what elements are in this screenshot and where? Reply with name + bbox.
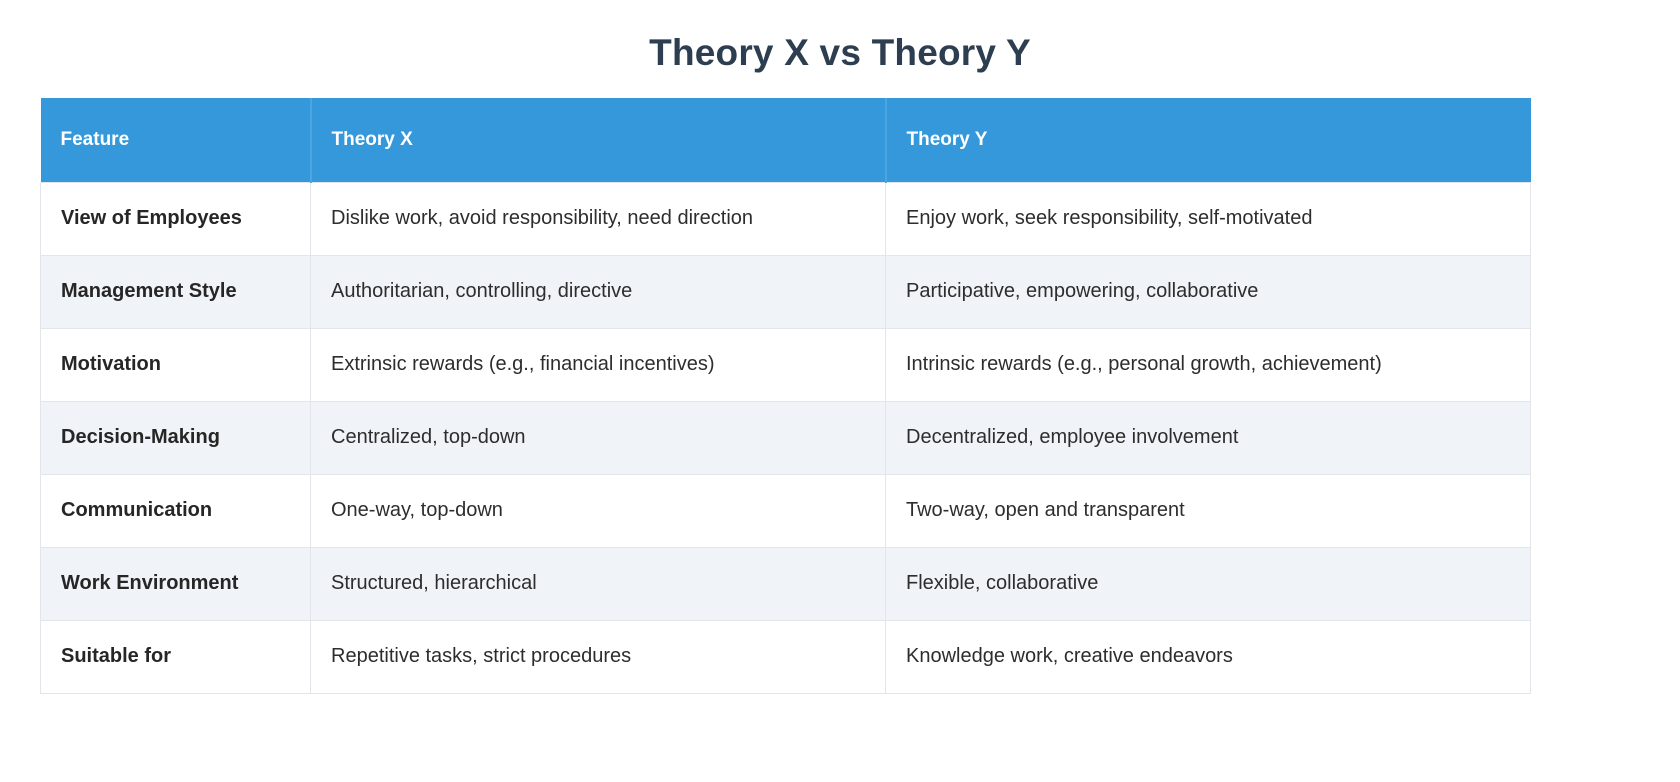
table-header-row: Feature Theory X Theory Y — [40, 98, 1531, 183]
cell-theory-y: Participative, empowering, collaborative — [885, 254, 1531, 329]
cell-theory-x: Structured, hierarchical — [310, 546, 886, 621]
cell-theory-x: Extrinsic rewards (e.g., financial incen… — [310, 327, 886, 402]
table-body: View of Employees Dislike work, avoid re… — [40, 181, 1531, 694]
cell-theory-y: Knowledge work, creative endeavors — [885, 619, 1531, 694]
page-title: Theory X vs Theory Y — [649, 32, 1031, 73]
cell-feature: Motivation — [40, 327, 311, 402]
cell-feature: View of Employees — [40, 181, 311, 256]
cell-theory-x: Repetitive tasks, strict procedures — [310, 619, 886, 694]
cell-theory-x: Dislike work, avoid responsibility, need… — [310, 181, 886, 256]
comparison-table-container: Feature Theory X Theory Y View of Employ… — [40, 98, 1531, 694]
cell-feature: Communication — [40, 473, 311, 548]
cell-theory-y: Decentralized, employee involvement — [885, 400, 1531, 475]
cell-theory-y: Flexible, collaborative — [885, 546, 1531, 621]
comparison-table: Feature Theory X Theory Y View of Employ… — [40, 98, 1531, 694]
column-header-theory-y[interactable]: Theory Y — [885, 98, 1531, 183]
cell-theory-x: One-way, top-down — [310, 473, 886, 548]
cell-feature: Decision-Making — [40, 400, 311, 475]
table-row: Decision-Making Centralized, top-down De… — [40, 400, 1531, 475]
table-row: Communication One-way, top-down Two-way,… — [40, 473, 1531, 548]
cell-theory-x: Centralized, top-down — [310, 400, 886, 475]
cell-theory-y: Intrinsic rewards (e.g., personal growth… — [885, 327, 1531, 402]
table-row: Suitable for Repetitive tasks, strict pr… — [40, 619, 1531, 694]
table-row: View of Employees Dislike work, avoid re… — [40, 181, 1531, 256]
cell-feature: Management Style — [40, 254, 311, 329]
cell-feature: Suitable for — [40, 619, 311, 694]
table-row: Motivation Extrinsic rewards (e.g., fina… — [40, 327, 1531, 402]
table-row: Management Style Authoritarian, controll… — [40, 254, 1531, 329]
column-header-theory-x[interactable]: Theory X — [310, 98, 887, 183]
cell-feature: Work Environment — [40, 546, 311, 621]
cell-theory-y: Two-way, open and transparent — [885, 473, 1531, 548]
column-header-feature[interactable]: Feature — [40, 98, 312, 183]
cell-theory-y: Enjoy work, seek responsibility, self-mo… — [885, 181, 1531, 256]
table-header: Feature Theory X Theory Y — [40, 98, 1531, 183]
cell-theory-x: Authoritarian, controlling, directive — [310, 254, 886, 329]
table-row: Work Environment Structured, hierarchica… — [40, 546, 1531, 621]
